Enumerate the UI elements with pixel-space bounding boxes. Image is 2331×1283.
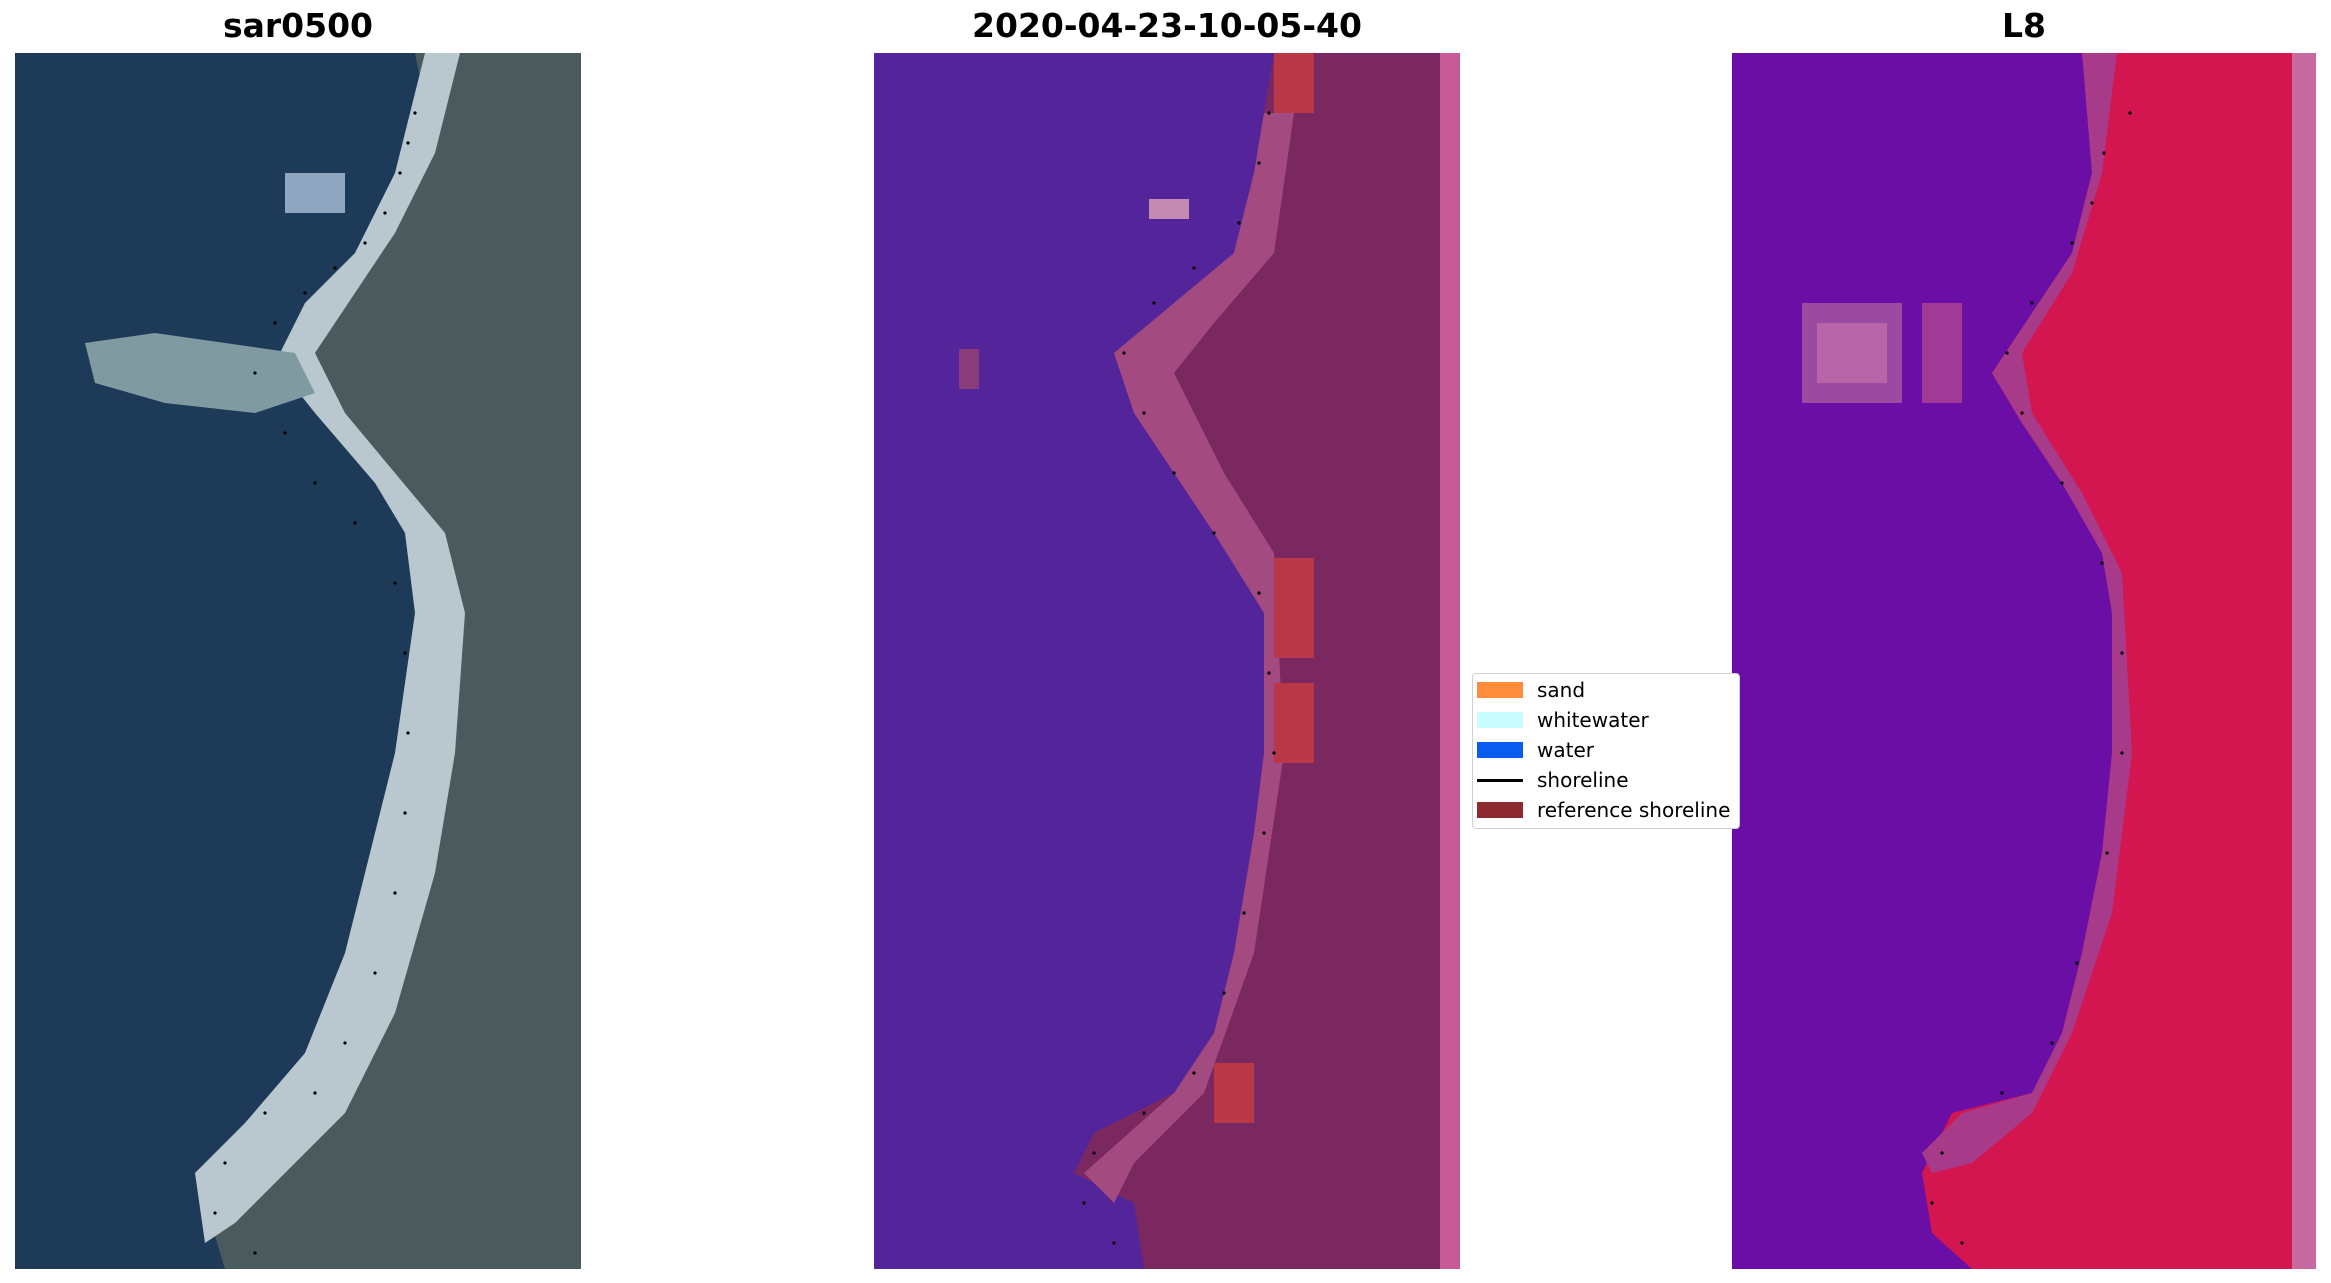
- classified-image: [874, 53, 1460, 1269]
- legend: sand whitewater water shoreline referenc…: [1472, 673, 1740, 829]
- legend-swatch-water: [1477, 742, 1523, 758]
- legend-label-shoreline: shoreline: [1537, 768, 1629, 792]
- legend-label-water: water: [1537, 738, 1594, 762]
- index-image: [1732, 53, 2316, 1269]
- legend-label-sand: sand: [1537, 678, 1586, 702]
- legend-item-sand: sand: [1477, 678, 1585, 702]
- index-image-panel: [1732, 53, 2316, 1269]
- legend-label-reference-shoreline: reference shoreline: [1537, 798, 1731, 822]
- legend-line-shoreline: [1477, 778, 1523, 782]
- legend-swatch-sand: [1477, 682, 1523, 698]
- legend-label-whitewater: whitewater: [1537, 708, 1649, 732]
- rgb-image: [15, 53, 581, 1269]
- classified-image-panel: [874, 53, 1460, 1269]
- panel-title-index: L8: [2002, 6, 2046, 45]
- panel-title-classified: 2020-04-23-10-05-40: [972, 6, 1362, 45]
- legend-swatch-whitewater: [1477, 712, 1523, 728]
- legend-swatch-reference-shoreline: [1477, 802, 1523, 818]
- legend-item-whitewater: whitewater: [1477, 708, 1649, 732]
- legend-item-water: water: [1477, 738, 1594, 762]
- panel-title-rgb: sar0500: [222, 6, 374, 45]
- legend-item-shoreline: shoreline: [1477, 768, 1629, 792]
- rgb-image-panel: [15, 53, 581, 1269]
- legend-item-reference-shoreline: reference shoreline: [1477, 798, 1730, 822]
